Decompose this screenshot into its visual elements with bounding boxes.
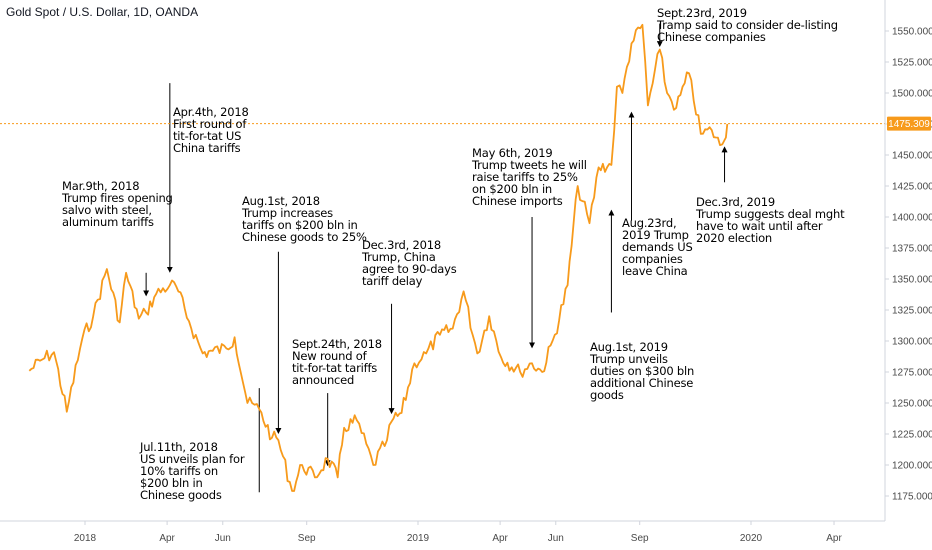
annotation-text: May 6th, 2019 Trump tweets he will raise t…: [472, 147, 587, 207]
annotation-line: Mar.9th, 2018: [62, 179, 140, 193]
annotation-text: Dec.3rd, 2018 Trump, China agree to 90-day…: [362, 239, 457, 287]
last-price-tag: 1475.309: [887, 116, 931, 131]
price-tag-label: 1475.309: [888, 119, 930, 130]
annotation-text: Sept.24th, 2018 New round of tit-for-tat t…: [292, 338, 382, 386]
annotation-line: Chinese goods to 25%: [242, 230, 367, 244]
x-tick-label: Sep: [298, 533, 316, 544]
y-tick-label: 1450.000: [892, 151, 932, 162]
annotation-line: Trump increases: [242, 206, 333, 220]
y-tick-label: 1175.000: [892, 492, 932, 503]
annotation-line: Chinese imports: [472, 194, 563, 208]
annotation-arrows: [143, 23, 728, 493]
annotation-line: Chinese goods: [140, 488, 222, 502]
x-axis: 2018 Apr Jun Sep 2019 Apr Jun Sep 2020 Apr: [74, 521, 842, 544]
y-tick-label: 1525.000: [892, 58, 932, 69]
annotation-line: May 6th, 2019: [472, 146, 553, 160]
y-tick-label: 1200.000: [892, 461, 932, 472]
annotation-line: Tramp said to consider de-listing: [657, 18, 838, 32]
annotation-line: Dec.3rd, 2019: [696, 195, 776, 209]
annotation-line: 2019 Trump: [622, 228, 689, 242]
annotation-line: Trump suggests deal mght: [696, 207, 845, 221]
annotation-line: raise tariffs to 25%: [472, 170, 578, 184]
annotation-line: Sept.24th, 2018: [292, 337, 382, 351]
annotation-line: Trump tweets he will: [472, 158, 587, 172]
annotation-line: companies: [622, 252, 683, 266]
x-tick-label: Jun: [548, 533, 564, 544]
annotation-line: China tariffs: [173, 141, 241, 155]
x-tick-label: 2019: [407, 533, 430, 544]
annotation-text: Dec.3rd, 2019 Trump suggests deal mght hav…: [696, 195, 845, 245]
annotation-line: Trump, China: [362, 250, 436, 264]
annotation-line: leave China: [622, 264, 688, 278]
annotation-line: Sept.23rd, 2019: [657, 6, 747, 20]
annotation-line: goods: [590, 388, 624, 402]
x-tick-label: Sep: [631, 533, 649, 544]
annotation-line: Apr.4th, 2018: [173, 105, 249, 119]
price-tag-background: [887, 116, 931, 131]
annotation-line: First round of: [173, 117, 247, 131]
y-tick-label: 1400.000: [892, 213, 932, 224]
annotation-line: tit-for-tat US: [173, 129, 242, 143]
annotation-line: 2020 election: [696, 231, 773, 245]
annotation-line: tariff delay: [362, 274, 423, 288]
annotation-line: 10% tariffs on: [140, 464, 218, 478]
annotation-line: $200 bln in: [140, 476, 203, 490]
annotation-line: Chinese companies: [657, 30, 766, 44]
annotation-text: Jul.11th, 2018 US unveils plan for 10% tar…: [140, 440, 245, 502]
y-tick-label: 1225.000: [892, 430, 932, 441]
annotation-line: aluminum tariffs: [62, 215, 154, 229]
price-series-line: [28, 23, 729, 492]
x-tick-label: Apr: [826, 533, 842, 544]
annotation-line: US unveils plan for: [140, 452, 245, 466]
annotation-text: Mar.9th, 2018 Trump fires opening salvo wi…: [62, 180, 173, 228]
annotation-line: Trump unveils: [590, 352, 668, 366]
annotation-text: Aug.1st, 2019 Trump unveils duties on $300…: [590, 341, 694, 401]
x-tick-label: Apr: [492, 533, 508, 544]
y-tick-label: 1250.000: [892, 399, 932, 410]
annotation-line: New round of: [292, 349, 367, 363]
y-tick-label: 1325.000: [892, 306, 932, 317]
y-tick-label: 1500.000: [892, 89, 932, 100]
annotation-line: Aug.1st, 2018: [242, 194, 320, 208]
annotation-text: Apr.4th, 2018 First round of tit-for-tat U…: [173, 106, 249, 154]
annotation-line: on $200 bln in: [472, 182, 553, 196]
y-tick-label: 1275.000: [892, 368, 932, 379]
annotation-text: Sept.23rd, 2019 Tramp said to consider de…: [657, 7, 838, 43]
x-tick-label: 2020: [740, 533, 763, 544]
annotation-line: duties on $300 bln: [590, 364, 695, 378]
annotation-text: Aug.1st, 2018 Trump increases tariffs on $…: [242, 195, 367, 243]
x-tick-label: 2018: [74, 533, 97, 544]
annotation-line: Jul.11th, 2018: [140, 440, 218, 454]
y-tick-label: 1375.000: [892, 244, 932, 255]
annotation-line: announced: [292, 373, 355, 387]
annotation-line: salvo with steel,: [62, 203, 152, 217]
annotation-line: tariffs on $200 bln in: [242, 218, 358, 232]
annotation-line: Dec.3rd, 2018: [362, 238, 442, 252]
annotation-line: additional Chinese: [590, 376, 694, 390]
annotation-line: tit-for-tat tariffs: [292, 361, 378, 375]
y-tick-label: 1550.000: [892, 27, 932, 38]
y-tick-label: 1425.000: [892, 182, 932, 193]
y-tick-label: 1350.000: [892, 275, 932, 286]
y-tick-label: 1300.000: [892, 337, 932, 348]
x-tick-label: Apr: [159, 533, 175, 544]
annotation-line: Trump fires opening: [62, 191, 173, 205]
annotation-line: agree to 90-days: [362, 262, 457, 276]
chart-title: Gold Spot / U.S. Dollar, 1D, OANDA: [6, 5, 199, 19]
annotation-line: have to wait until after: [696, 219, 823, 233]
y-axis: 1175.000 1200.000 1225.000 1250.000 1275.000…: [885, 27, 932, 503]
annotation-line: Aug.23rd,: [622, 216, 677, 230]
annotation-text: Aug.23rd, 2019 Trump demands US companies le…: [622, 217, 693, 277]
annotation-line: Aug.1st, 2019: [590, 340, 668, 354]
x-tick-label: Jun: [215, 533, 231, 544]
annotation-line: demands US: [622, 240, 693, 254]
